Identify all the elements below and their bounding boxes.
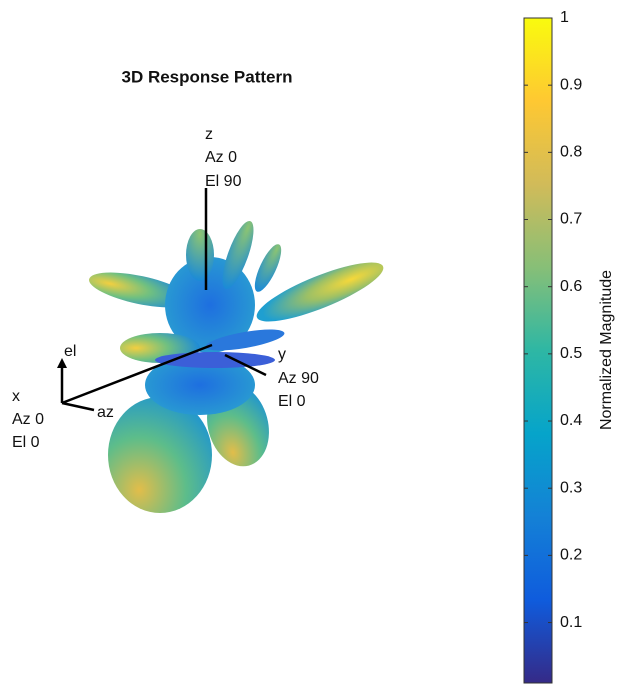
colorbar-tick-label: 1 — [560, 9, 569, 26]
response-pattern — [86, 218, 389, 513]
axis-label: Az 90 — [278, 370, 319, 387]
colorbar-tick-label: 0.9 — [560, 76, 582, 93]
az-axis — [62, 403, 94, 410]
colorbar — [524, 18, 552, 683]
axis-label: Az 0 — [12, 411, 44, 428]
axis-label: El 0 — [12, 434, 40, 451]
axis-label: z — [205, 126, 213, 143]
axis-label: El 0 — [278, 393, 306, 410]
axis-label: el — [64, 343, 76, 360]
colorbar-tick-label: 0.4 — [560, 412, 582, 429]
axis-label: El 90 — [205, 173, 242, 190]
colorbar-tick-label: 0.5 — [560, 345, 582, 362]
colorbar-label: Normalized Magnitude — [598, 270, 615, 430]
colorbar-tick-label: 0.1 — [560, 614, 582, 631]
colorbar-tick-label: 0.7 — [560, 211, 582, 228]
colorbar-tick-label: 0.2 — [560, 547, 582, 564]
axis-label: x — [12, 388, 20, 405]
chart: 3D Response Pattern z Az 0 El 90 x Az 0 … — [0, 0, 623, 687]
axis-label: y — [278, 346, 286, 363]
colorbar-tick-label: 0.6 — [560, 278, 582, 295]
colorbar-tick-label: 0.8 — [560, 144, 582, 161]
axis-label: Az 0 — [205, 149, 237, 166]
chart-title: 3D Response Pattern — [122, 67, 293, 86]
axis-label: az — [97, 404, 114, 421]
colorbar-tick-label: 0.3 — [560, 479, 582, 496]
